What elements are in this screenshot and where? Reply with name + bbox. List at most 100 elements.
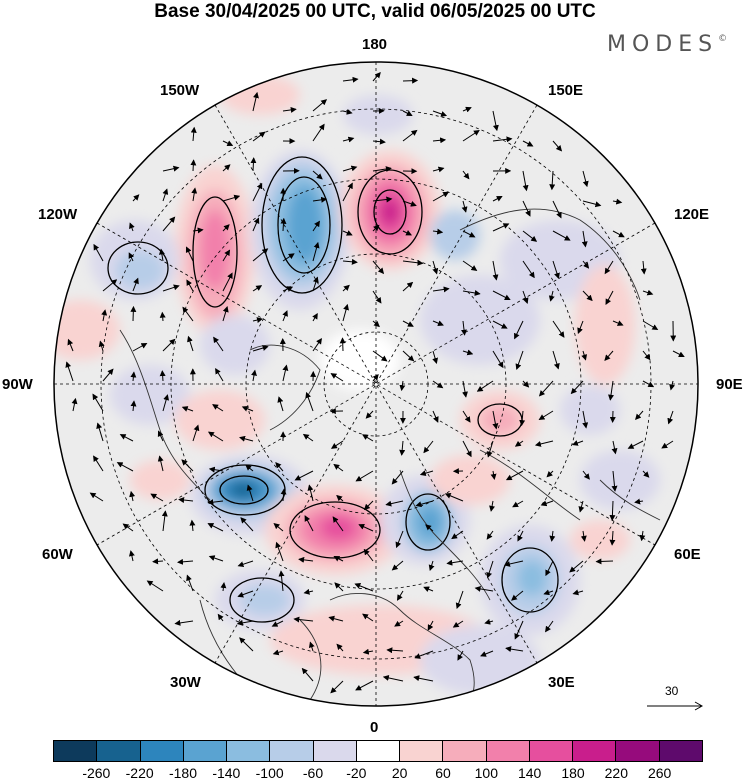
wind-vector <box>627 440 644 449</box>
wind-vector <box>312 241 320 262</box>
wind-vector <box>604 350 614 361</box>
wind-vector <box>363 500 374 511</box>
wind-vector <box>332 516 344 532</box>
wind-vector <box>582 470 590 480</box>
wind-vector <box>312 276 319 292</box>
wind-vector <box>67 338 74 352</box>
wind-vector <box>402 129 418 142</box>
wind-vector <box>432 380 444 389</box>
wind-vector <box>237 560 254 568</box>
wind-vector <box>282 310 288 322</box>
wind-vector <box>444 493 464 502</box>
wind-vector <box>425 524 434 532</box>
wind-vector <box>461 200 468 213</box>
wind-vector <box>222 140 234 146</box>
wind-vector <box>486 440 494 458</box>
wind-vector <box>362 613 374 622</box>
wind-vector <box>552 320 565 338</box>
wind-vector <box>489 500 495 512</box>
wind-vector <box>241 405 254 412</box>
wind-vector <box>511 590 524 601</box>
wind-vector <box>71 397 78 412</box>
wind-vector <box>474 585 494 592</box>
wind-vector <box>178 497 194 504</box>
lon-label-30w: 30W <box>170 674 201 691</box>
wind-vector <box>492 320 508 329</box>
wind-vector <box>92 393 104 412</box>
wind-vector <box>462 349 474 356</box>
wind-vector <box>342 258 358 265</box>
wind-vector <box>239 435 254 442</box>
colorbar-tick-label: 220 <box>604 765 629 781</box>
wind-vector <box>355 470 374 482</box>
wind-vector <box>252 248 269 262</box>
wind-vector <box>608 380 614 401</box>
wind-vector <box>395 530 404 549</box>
lon-label-0: 0 <box>370 719 379 736</box>
wind-vector <box>640 260 647 275</box>
lon-label-60e: 60E <box>674 546 701 563</box>
wind-vector <box>522 380 530 388</box>
wind-vector <box>280 217 287 232</box>
wind-vector <box>93 455 104 472</box>
wind-vector <box>432 350 438 365</box>
wind-vector <box>222 194 241 202</box>
wind-vector <box>402 259 424 266</box>
wind-vector <box>333 463 344 472</box>
wind-vector <box>330 373 344 382</box>
wind-vector <box>399 380 406 392</box>
wind-vector <box>669 380 676 391</box>
reference-vector-value: 30 <box>665 684 679 698</box>
wind-vector <box>522 200 531 217</box>
wind-vector <box>342 303 349 322</box>
colorbar-tick-label: -180 <box>168 765 198 781</box>
wind-vector <box>402 230 413 236</box>
wind-vector <box>282 106 297 113</box>
wind-vector <box>402 320 414 327</box>
wind-vector <box>252 345 269 352</box>
wind-vector <box>519 410 526 427</box>
wind-vector <box>548 290 555 302</box>
wind-vector <box>372 224 380 232</box>
wind-vector <box>333 556 344 562</box>
colorbar-tick-label: 260 <box>647 765 672 781</box>
wind-vector <box>642 320 659 331</box>
wind-vector <box>432 110 448 117</box>
wind-vector <box>282 286 294 292</box>
wind-vector <box>119 434 134 442</box>
logo-text: MODES <box>607 32 719 57</box>
wind-vector <box>93 243 104 262</box>
wind-vector <box>504 560 524 567</box>
wind-vector <box>339 337 346 352</box>
wind-vector <box>307 484 314 502</box>
wind-vector <box>192 424 200 442</box>
wind-vector <box>402 200 417 207</box>
wind-vector <box>476 380 494 392</box>
wind-vector <box>252 182 263 202</box>
colorbar-swatch <box>443 741 487 761</box>
wind-vector <box>419 470 434 477</box>
wind-vector <box>191 187 198 202</box>
wind-vector <box>187 335 194 352</box>
wind-vector <box>492 410 499 430</box>
colorbar-tick-label: -60 <box>302 765 324 781</box>
wind-vector <box>251 369 257 382</box>
wind-vector <box>490 470 497 480</box>
wind-vector <box>365 410 374 419</box>
wind-vector <box>582 200 602 208</box>
wind-vector <box>102 368 114 382</box>
wind-vector <box>432 260 439 275</box>
wind-vector <box>462 290 481 296</box>
wind-vector <box>101 309 108 322</box>
wind-vector <box>522 290 529 304</box>
wind-vector <box>432 286 450 293</box>
wind-vector <box>512 500 524 508</box>
wind-vector <box>162 165 180 172</box>
wind-vector <box>182 306 194 322</box>
wind-vector <box>522 260 535 279</box>
wind-vector <box>642 380 655 388</box>
wind-vector <box>312 99 328 112</box>
wind-vector <box>372 320 380 328</box>
wind-vector <box>190 126 197 142</box>
wind-vector <box>484 618 494 625</box>
